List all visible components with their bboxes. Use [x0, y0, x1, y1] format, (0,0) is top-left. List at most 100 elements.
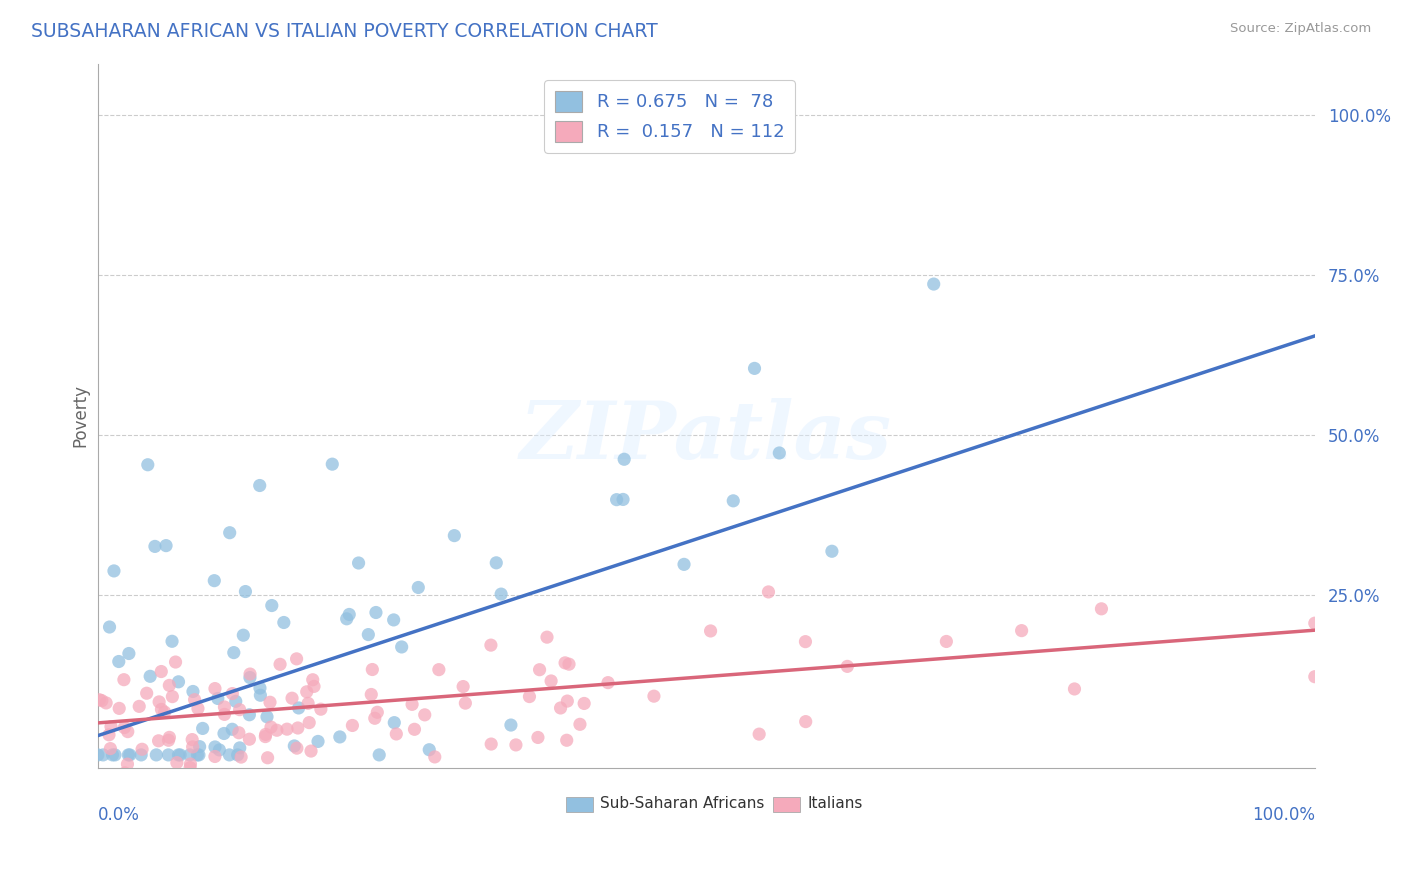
- Point: [297, 696, 319, 710]
- Point: [1011, 624, 1033, 638]
- Point: [108, 701, 131, 715]
- Point: [150, 665, 173, 679]
- Point: [214, 707, 236, 722]
- Point: [169, 747, 191, 762]
- Point: [136, 458, 159, 472]
- Point: [479, 737, 502, 751]
- Point: [794, 634, 817, 648]
- Point: [134, 779, 156, 793]
- Point: [187, 747, 209, 762]
- Point: [404, 723, 426, 737]
- Point: [249, 688, 271, 702]
- Point: [204, 681, 226, 696]
- Point: [309, 702, 332, 716]
- Point: [485, 556, 508, 570]
- Point: [357, 780, 380, 794]
- Point: [104, 747, 127, 762]
- Point: [153, 705, 176, 719]
- Point: [382, 715, 405, 730]
- Point: [283, 739, 305, 753]
- Point: [183, 692, 205, 706]
- Point: [540, 673, 562, 688]
- Point: [232, 628, 254, 642]
- Point: [281, 691, 304, 706]
- Point: [204, 739, 226, 754]
- Point: [413, 707, 436, 722]
- Point: [208, 743, 231, 757]
- Point: [299, 744, 322, 758]
- Point: [254, 727, 277, 741]
- Point: [347, 556, 370, 570]
- Point: [157, 678, 180, 692]
- Point: [207, 691, 229, 706]
- Point: [89, 767, 111, 781]
- Point: [443, 528, 465, 542]
- Point: [287, 721, 309, 735]
- Point: [145, 747, 167, 762]
- Point: [148, 695, 170, 709]
- Point: [423, 750, 446, 764]
- Point: [260, 599, 283, 613]
- Y-axis label: Poverty: Poverty: [72, 384, 89, 448]
- Point: [188, 739, 211, 754]
- Point: [218, 525, 240, 540]
- Point: [366, 706, 388, 720]
- Point: [748, 727, 770, 741]
- Point: [259, 695, 281, 709]
- Point: [568, 717, 591, 731]
- Point: [758, 585, 780, 599]
- Point: [117, 724, 139, 739]
- Point: [143, 540, 166, 554]
- Point: [550, 701, 572, 715]
- Point: [385, 727, 408, 741]
- Point: [499, 718, 522, 732]
- Point: [527, 731, 550, 745]
- Point: [418, 742, 440, 756]
- Point: [391, 640, 413, 654]
- Point: [87, 747, 110, 762]
- Point: [150, 702, 173, 716]
- Point: [94, 696, 117, 710]
- Point: [249, 478, 271, 492]
- Point: [572, 697, 595, 711]
- Point: [555, 694, 578, 708]
- Point: [118, 647, 141, 661]
- Point: [112, 721, 135, 735]
- Point: [606, 492, 628, 507]
- Legend: R = 0.675   N =  78, R =  0.157   N = 112: R = 0.675 N = 78, R = 0.157 N = 112: [544, 80, 794, 153]
- Point: [162, 690, 184, 704]
- Point: [489, 587, 512, 601]
- Text: Italians: Italians: [807, 796, 863, 811]
- Point: [114, 766, 136, 780]
- Point: [238, 707, 260, 722]
- Point: [112, 673, 135, 687]
- Point: [181, 684, 204, 698]
- Point: [529, 663, 551, 677]
- Point: [134, 780, 156, 794]
- Text: ZIPatlas: ZIPatlas: [520, 398, 893, 475]
- Point: [329, 730, 352, 744]
- Point: [364, 606, 387, 620]
- Point: [167, 747, 190, 762]
- Point: [118, 747, 141, 762]
- Point: [837, 659, 859, 673]
- Point: [723, 493, 745, 508]
- Point: [1090, 602, 1112, 616]
- Point: [307, 734, 329, 748]
- Point: [357, 627, 380, 641]
- Point: [214, 700, 236, 714]
- Point: [228, 725, 250, 739]
- Point: [212, 726, 235, 740]
- Point: [222, 646, 245, 660]
- Point: [612, 492, 634, 507]
- Point: [166, 756, 188, 770]
- Point: [408, 581, 430, 595]
- Point: [266, 723, 288, 738]
- Point: [179, 761, 201, 775]
- Point: [321, 457, 343, 471]
- Point: [157, 733, 180, 747]
- Point: [226, 747, 249, 762]
- Point: [229, 750, 252, 764]
- Point: [181, 739, 204, 754]
- Point: [186, 747, 208, 762]
